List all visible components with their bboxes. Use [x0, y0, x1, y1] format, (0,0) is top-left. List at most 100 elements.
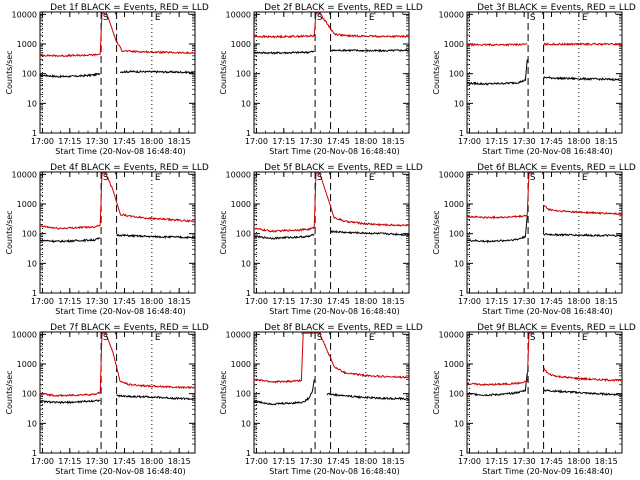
x-axis-label: Start Time (20-Nov-09 16:48:40)	[482, 467, 612, 476]
x-tick-label: 17:15	[58, 137, 81, 146]
series-events-line	[40, 399, 101, 405]
series-lld-line	[467, 332, 533, 387]
x-tick-label: 17:15	[485, 457, 508, 466]
plot-frame	[39, 331, 196, 454]
x-tick-label: 17:30	[300, 457, 323, 466]
series-events-line	[467, 59, 528, 86]
panel-9: Det 9f BLACK = Events, RED = LLD 1 10 100 10…	[432, 323, 636, 476]
y-tick-label: 100	[236, 390, 251, 399]
series-lld-line	[467, 172, 533, 220]
y-tick-label: 10	[27, 419, 37, 428]
marker-symbol-e: E	[582, 173, 588, 183]
x-tick-label: 17:00	[31, 137, 54, 146]
y-tick-label: 10000	[439, 330, 464, 339]
x-tick-label: 17:45	[327, 137, 350, 146]
y-tick-label: 100	[449, 390, 464, 399]
y-tick-label: 1000	[17, 40, 37, 49]
x-tick-label: 17:00	[245, 297, 268, 306]
marker-symbol-e: E	[155, 173, 161, 183]
y-tick-label: 1	[246, 449, 251, 458]
y-axis-label: Counts/sec	[219, 210, 228, 254]
x-tick-label: 17:45	[540, 137, 563, 146]
x-tick-label: 18:00	[567, 137, 590, 146]
x-tick-label: 17:00	[245, 457, 268, 466]
series-events-line	[40, 237, 101, 243]
y-tick-label: 10	[454, 99, 464, 108]
x-tick-label: 17:00	[458, 137, 481, 146]
x-tick-label: 17:30	[513, 297, 536, 306]
chart-title: Det 2f BLACK = Events, RED = LLD	[264, 3, 423, 13]
x-tick-label: 18:15	[168, 297, 191, 306]
x-tick-label: 17:15	[58, 297, 81, 306]
marker-symbol-s: S	[317, 173, 323, 183]
x-tick-label: 17:45	[113, 137, 136, 146]
x-tick-label: 17:15	[485, 297, 508, 306]
x-axis-label: Start Time (20-Nov-08 16:48:40)	[482, 307, 612, 316]
x-tick-label: 17:30	[86, 297, 109, 306]
series-events-line	[116, 233, 195, 240]
y-tick-label: 100	[22, 390, 37, 399]
y-tick-label: 10000	[439, 10, 464, 19]
plot-frame	[253, 171, 410, 294]
y-tick-label: 1000	[17, 360, 37, 369]
y-tick-label: 10000	[226, 330, 251, 339]
plot-frame	[39, 11, 196, 134]
y-axis-label: Counts/sec	[432, 210, 441, 254]
plot-frame	[253, 331, 410, 454]
y-tick-label: 10000	[12, 170, 37, 179]
y-tick-label: 10000	[226, 10, 251, 19]
x-tick-label: 17:00	[31, 297, 54, 306]
y-tick-label: 100	[236, 70, 251, 79]
x-tick-label: 17:15	[272, 457, 295, 466]
y-tick-label: 1	[246, 289, 251, 298]
chart-title: Det 5f BLACK = Events, RED = LLD	[264, 163, 423, 173]
x-tick-label: 18:15	[595, 297, 618, 306]
panel-3: Det 3f BLACK = Events, RED = LLD 1 10 100 10…	[432, 3, 636, 156]
panel-5: Det 5f BLACK = Events, RED = LLD 1 10 100 10…	[219, 163, 423, 316]
series-events-line	[254, 233, 315, 240]
series-group	[40, 12, 195, 79]
x-tick-label: 18:00	[354, 137, 377, 146]
series-lld-line	[40, 12, 195, 58]
x-axis-label: Start Time (20-Nov-08 16:48:40)	[55, 147, 185, 156]
y-axis-label: Counts/sec	[432, 370, 441, 414]
series-group	[254, 332, 409, 406]
y-tick-label: 1	[32, 289, 37, 298]
series-events-line	[119, 69, 195, 75]
y-tick-label: 1	[459, 449, 464, 458]
x-tick-label: 17:15	[58, 457, 81, 466]
chart-title: Det 3f BLACK = Events, RED = LLD	[477, 3, 636, 13]
y-axis-label: Counts/sec	[5, 50, 14, 94]
marker-symbol-s: S	[530, 13, 536, 23]
y-tick-label: 10000	[12, 330, 37, 339]
marker-symbol-e: E	[155, 13, 161, 23]
x-axis-label: Start Time (20-Nov-08 16:48:40)	[55, 467, 185, 476]
x-tick-label: 17:30	[513, 137, 536, 146]
series-events-line	[116, 394, 195, 401]
marker-symbol-e: E	[369, 13, 375, 23]
x-tick-label: 17:15	[272, 297, 295, 306]
y-tick-label: 1	[246, 129, 251, 138]
y-tick-label: 1000	[444, 360, 464, 369]
series-lld-line	[254, 172, 409, 233]
x-tick-label: 18:15	[382, 457, 405, 466]
y-tick-label: 100	[449, 230, 464, 239]
x-tick-label: 18:15	[168, 457, 191, 466]
chart-title: Det 4f BLACK = Events, RED = LLD	[50, 163, 209, 173]
marker-symbol-s: S	[530, 173, 536, 183]
marker-symbol-e: E	[369, 173, 375, 183]
x-tick-label: 17:45	[327, 297, 350, 306]
series-events-line	[326, 392, 409, 401]
x-tick-label: 17:00	[245, 137, 268, 146]
y-tick-label: 10000	[226, 170, 251, 179]
series-events-line	[467, 372, 528, 397]
y-tick-label: 100	[22, 70, 37, 79]
x-tick-label: 17:45	[113, 457, 136, 466]
panel-8: Det 8f BLACK = Events, RED = LLD 1 10 100 10…	[219, 323, 423, 476]
x-axis-label: Start Time (20-Nov-08 16:48:40)	[269, 147, 399, 156]
chart-title: Det 7f BLACK = Events, RED = LLD	[50, 323, 209, 333]
marker-symbol-s: S	[103, 333, 109, 343]
x-tick-label: 18:15	[595, 457, 618, 466]
marker-symbol-e: E	[582, 333, 588, 343]
series-group	[40, 332, 195, 405]
